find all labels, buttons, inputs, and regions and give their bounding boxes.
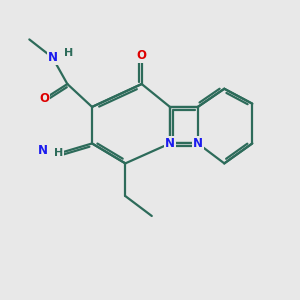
Text: N: N	[38, 144, 48, 157]
Text: N: N	[47, 51, 58, 64]
Text: O: O	[137, 49, 147, 62]
Text: H: H	[64, 48, 74, 58]
Text: H: H	[54, 148, 64, 158]
Text: N: N	[165, 137, 175, 150]
Text: N: N	[193, 137, 203, 150]
Text: O: O	[39, 92, 49, 105]
